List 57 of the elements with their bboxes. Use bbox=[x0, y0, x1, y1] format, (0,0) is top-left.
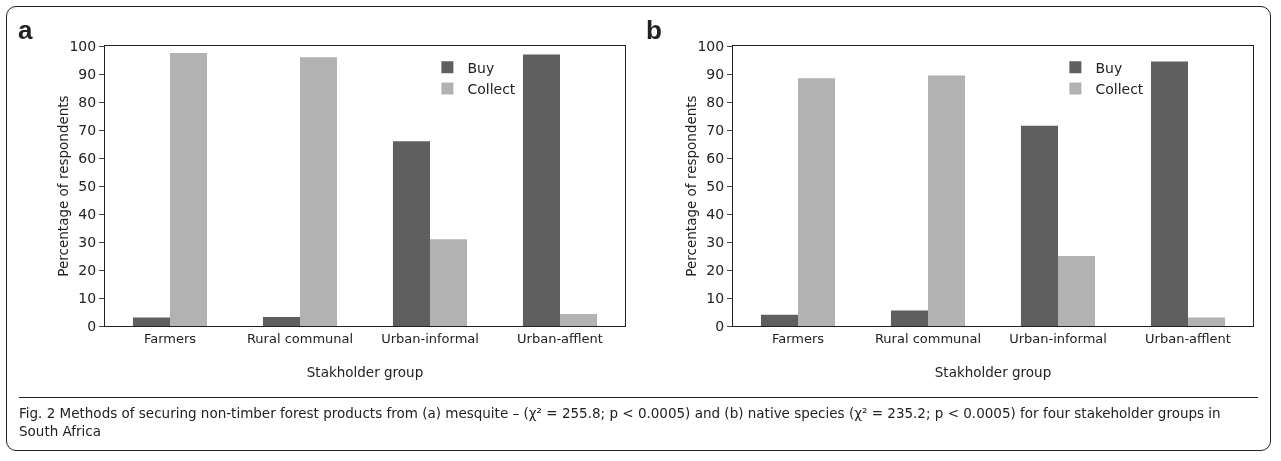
x-tick-label: Urban-afflent bbox=[1145, 330, 1231, 346]
y-tick-label: 40 bbox=[78, 205, 97, 222]
y-tick-label: 100 bbox=[697, 37, 725, 54]
y-tick-label: 60 bbox=[78, 149, 97, 166]
y-tick-label: 10 bbox=[706, 289, 725, 306]
y-tick-label: 100 bbox=[69, 37, 97, 54]
y-tick-label: 30 bbox=[706, 233, 725, 250]
y-axis-title: Percentage of respondents bbox=[55, 95, 71, 277]
y-tick-label: 40 bbox=[706, 205, 725, 222]
bar bbox=[522, 54, 560, 326]
bar bbox=[1150, 61, 1188, 326]
bar bbox=[170, 53, 208, 326]
x-tick-label: Farmers bbox=[771, 330, 825, 346]
bar bbox=[1020, 125, 1058, 326]
bar bbox=[560, 313, 598, 326]
legend-label: Buy bbox=[467, 59, 495, 76]
y-tick-label: 30 bbox=[78, 233, 97, 250]
bar bbox=[430, 239, 468, 326]
chart-title: a bbox=[18, 14, 34, 45]
bar bbox=[760, 314, 798, 326]
bar bbox=[262, 317, 300, 326]
x-tick-label: Urban-informal bbox=[381, 330, 479, 346]
bar bbox=[890, 310, 928, 326]
legend-label: Collect bbox=[467, 80, 516, 97]
bar bbox=[392, 141, 430, 326]
y-tick-label: 10 bbox=[78, 289, 97, 306]
bar bbox=[132, 317, 170, 326]
bar bbox=[1058, 256, 1096, 326]
bar bbox=[928, 75, 966, 326]
y-tick-label: 60 bbox=[706, 149, 725, 166]
x-tick-label: Urban-informal bbox=[1009, 330, 1107, 346]
y-tick-label: 0 bbox=[715, 317, 725, 334]
y-tick-label: 70 bbox=[78, 121, 97, 138]
x-tick-label: Rural communal bbox=[874, 330, 982, 346]
y-tick-label: 90 bbox=[78, 65, 97, 82]
bar bbox=[1188, 317, 1226, 326]
bar bbox=[798, 78, 836, 326]
y-tick-label: 80 bbox=[706, 93, 725, 110]
y-tick-label: 70 bbox=[706, 121, 725, 138]
y-tick-label: 20 bbox=[78, 261, 97, 278]
chart-title: b bbox=[646, 14, 662, 45]
y-tick-label: 50 bbox=[706, 177, 725, 194]
y-tick-label: 90 bbox=[706, 65, 725, 82]
x-tick-label: Rural communal bbox=[246, 330, 354, 346]
caption: Fig. 2 Methods of securing non-timber forest products from (a) mesquite – (χ² = 255.8; p < 0.0005) and (b) native species (χ² = 235.2; p < 0.0005) for four stakeholder groups in South Africa bbox=[19, 397, 1258, 441]
y-tick-label: 0 bbox=[87, 317, 97, 334]
x-axis-title: Stakholder group bbox=[306, 363, 424, 380]
y-axis-title: Percentage of respondents bbox=[683, 95, 699, 277]
y-tick-label: 50 bbox=[78, 177, 97, 194]
legend-label: Buy bbox=[1095, 59, 1123, 76]
x-tick-label: Urban-afflent bbox=[517, 330, 603, 346]
x-axis-title: Stakholder group bbox=[934, 363, 1052, 380]
legend-label: Collect bbox=[1095, 80, 1144, 97]
x-tick-label: Farmers bbox=[143, 330, 197, 346]
y-tick-label: 20 bbox=[706, 261, 725, 278]
y-tick-label: 80 bbox=[78, 93, 97, 110]
bar bbox=[300, 57, 338, 326]
